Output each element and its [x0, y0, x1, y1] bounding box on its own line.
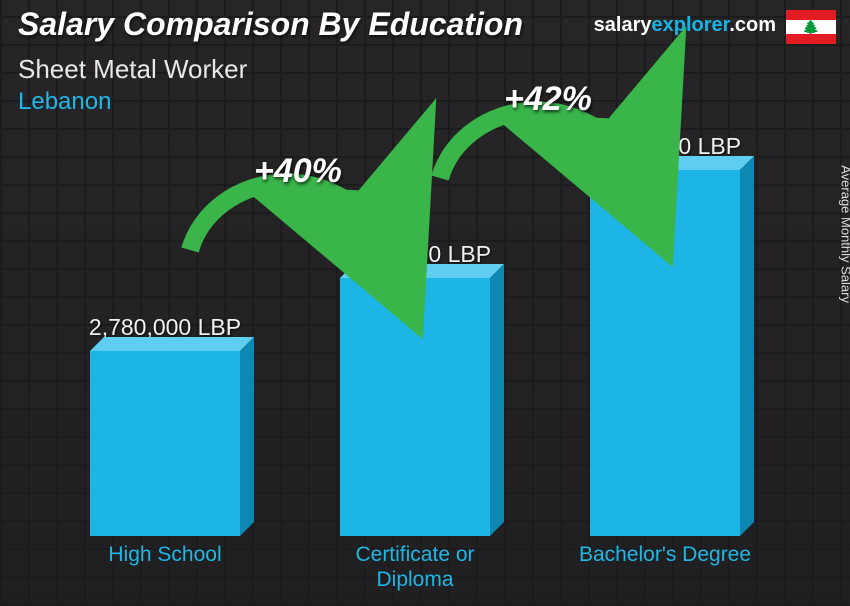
- bar-top-face: [90, 337, 254, 351]
- bar-side-face: [240, 337, 254, 536]
- growth-percent: +40%: [254, 152, 342, 191]
- job-title: Sheet Metal Worker: [18, 54, 247, 85]
- brand-label: salaryexplorer.com: [594, 14, 776, 37]
- bar-group: 5,510,000 LBP: [575, 133, 755, 536]
- bar-front-face: [90, 351, 240, 536]
- brand-prefix: salary: [594, 14, 652, 36]
- bar-top-face: [340, 264, 504, 278]
- bar-label: High School: [75, 542, 255, 594]
- bar-side-face: [490, 264, 504, 536]
- page-title: Salary Comparison By Education: [18, 6, 523, 43]
- x-axis-labels: High School Certificate or Diploma Bachelo…: [40, 542, 790, 594]
- bar-top-face: [590, 156, 754, 170]
- infographic-stage: Salary Comparison By Education Sheet Met…: [0, 0, 850, 606]
- flag-stripe-mid: 🌲: [786, 20, 836, 34]
- brand-mid: explorer: [651, 14, 729, 36]
- bar-label: Certificate or Diploma: [325, 542, 505, 594]
- bar-chart: 2,780,000 LBP 3,890,000 LBP 5,510,000 LBP: [40, 120, 790, 536]
- bar-label: Bachelor's Degree: [575, 542, 755, 594]
- bar-side-face: [740, 156, 754, 536]
- lebanon-flag-icon: 🌲: [786, 10, 836, 44]
- bar: [90, 351, 240, 536]
- bar: [340, 278, 490, 536]
- cedar-tree-icon: 🌲: [802, 20, 819, 34]
- bar: [590, 170, 740, 536]
- country-label: Lebanon: [18, 88, 111, 116]
- y-axis-label: Average Monthly Salary: [839, 165, 850, 303]
- bar-group: 2,780,000 LBP: [75, 314, 255, 536]
- flag-stripe-bottom: [786, 34, 836, 44]
- bar-front-face: [590, 170, 740, 536]
- brand-suffix: .com: [729, 14, 776, 36]
- bar-front-face: [340, 278, 490, 536]
- bar-group: 3,890,000 LBP: [325, 241, 505, 536]
- growth-percent: +42%: [504, 80, 592, 119]
